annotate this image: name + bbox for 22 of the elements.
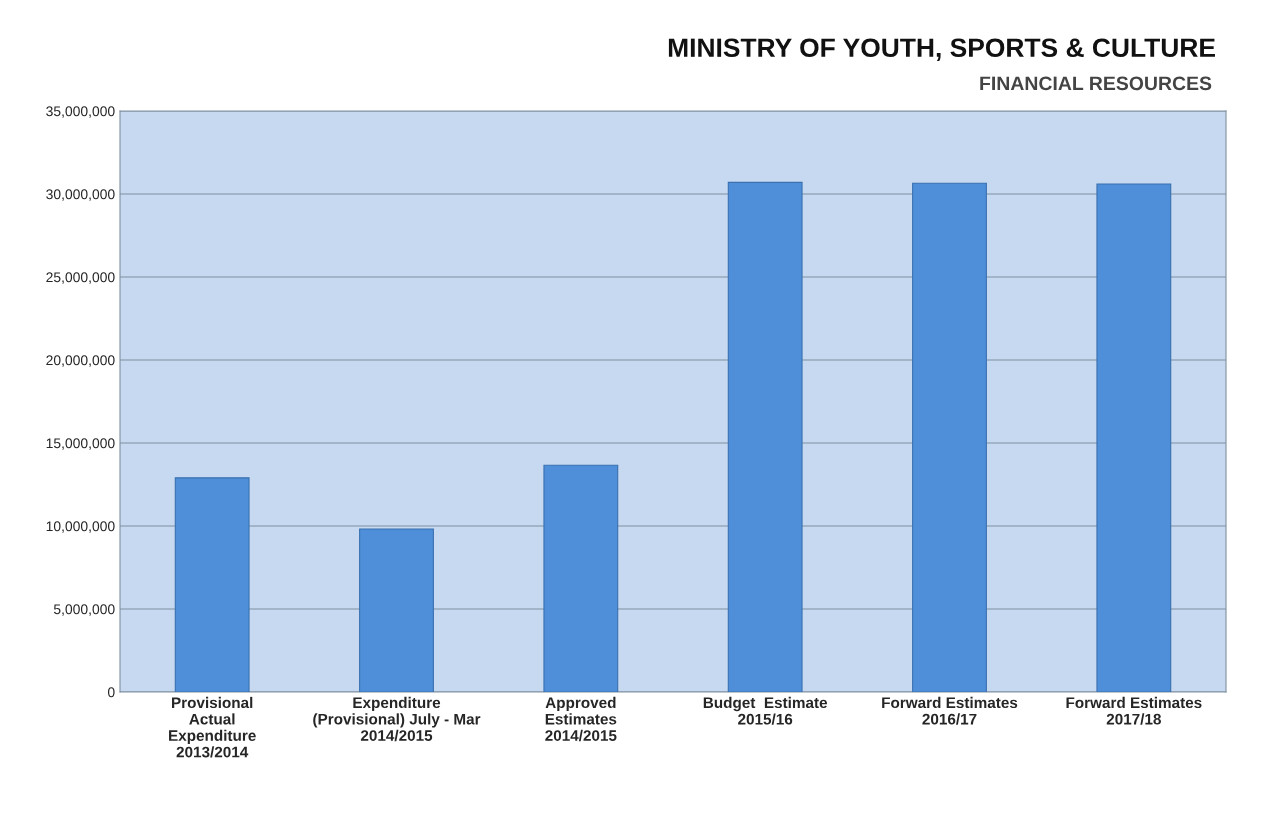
x-tick-label: Budget Estimate 2015/16 — [703, 696, 828, 725]
bar — [174, 477, 250, 692]
x-tick-label: Forward Estimates 2017/18 — [1066, 696, 1202, 725]
y-tick-label: 25,000,000 — [46, 272, 115, 284]
y-tick-label: 20,000,000 — [46, 355, 115, 367]
x-tick-label: Approved Estimates 2014/2015 — [545, 696, 617, 742]
y-tick-label: 0 — [107, 687, 115, 698]
x-tick-label: Provisional Actual Expenditure 2013/2014 — [169, 696, 256, 758]
bar — [359, 528, 434, 692]
y-tick-label: 35,000,000 — [46, 106, 115, 118]
bar — [912, 182, 987, 692]
bar — [543, 464, 619, 692]
chart-subtitle: FINANCIAL RESOURCES — [980, 76, 1212, 91]
chart-title: MINISTRY OF YOUTH, SPORTS & CULTURE — [668, 38, 1215, 61]
y-tick-label: 5,000,000 — [53, 604, 115, 616]
bar — [1096, 183, 1172, 692]
x-tick-label: Expenditure (Provisional) July - Mar 2014/2015 — [313, 696, 481, 742]
y-tick-label: 10,000,000 — [46, 521, 115, 533]
y-tick-label: 15,000,000 — [46, 438, 115, 450]
bar — [727, 181, 803, 692]
x-tick-label: Forward Estimates 2016/17 — [882, 696, 1018, 725]
y-tick-label: 30,000,000 — [46, 189, 115, 201]
